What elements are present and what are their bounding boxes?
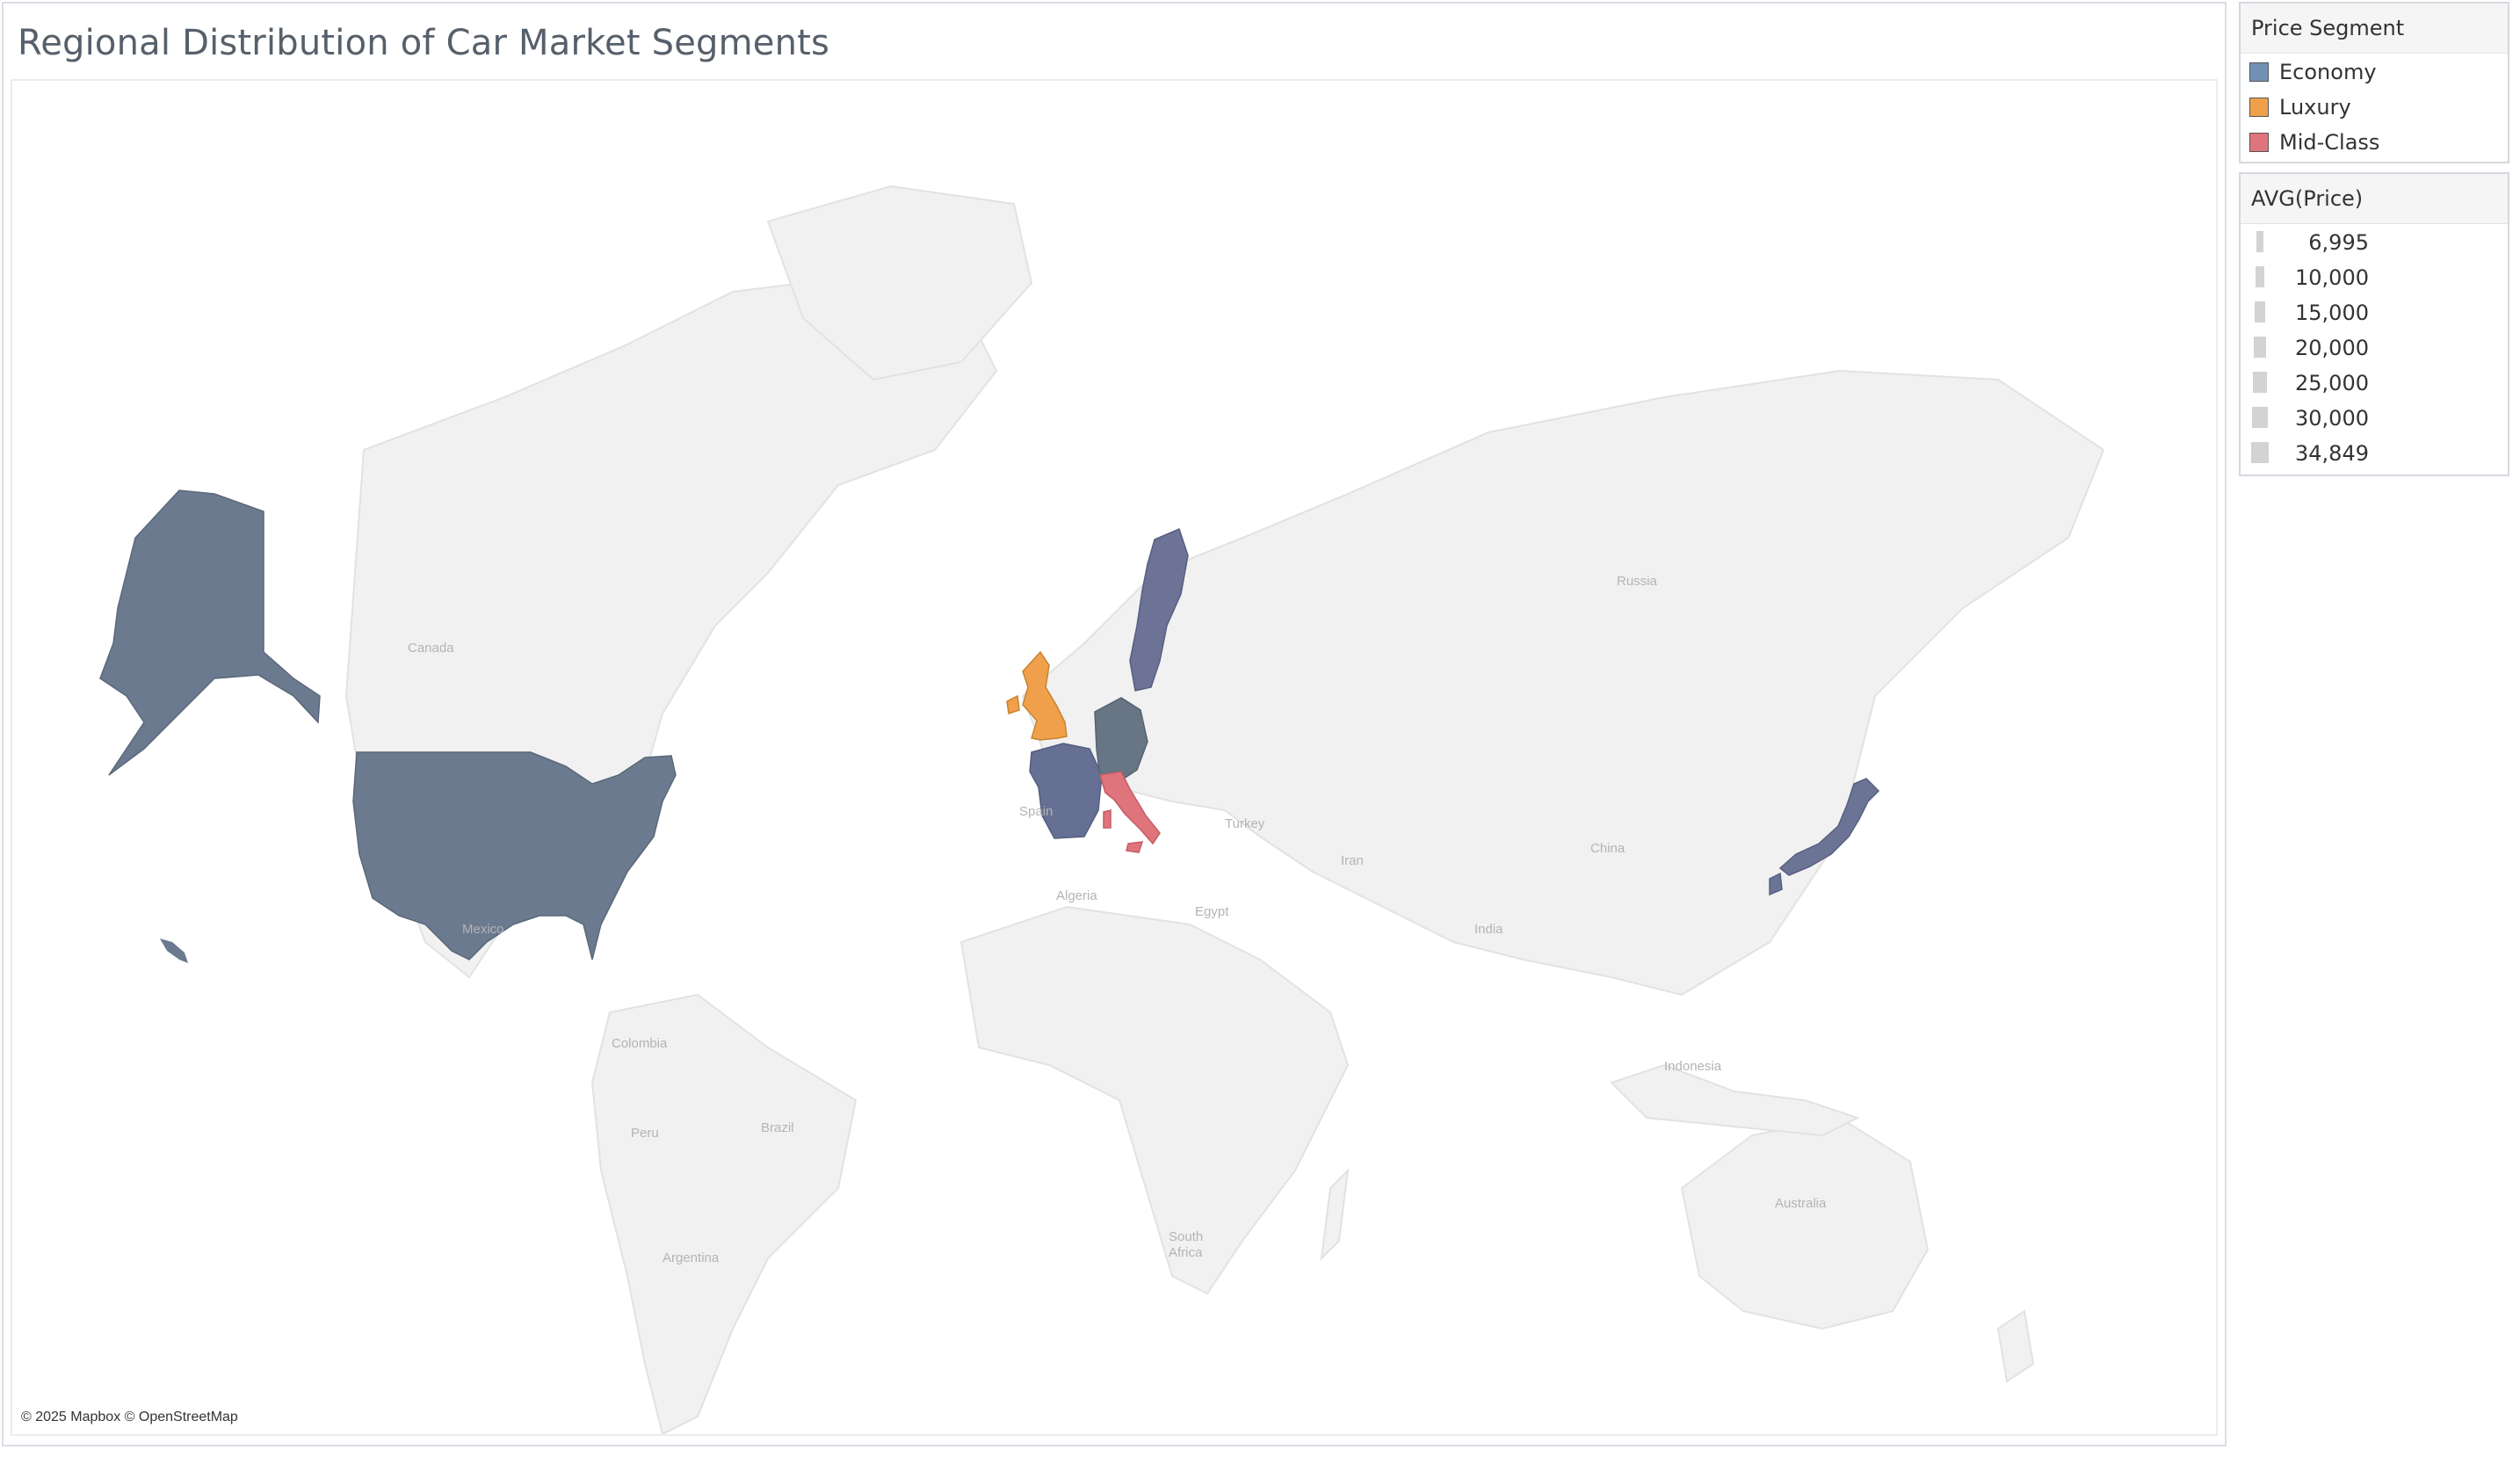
country-italy[interactable] <box>1099 771 1161 845</box>
label-canada: Canada <box>408 641 454 656</box>
label-russia: Russia <box>1617 574 1658 589</box>
size-legend-label: 10,000 <box>2295 265 2369 290</box>
map-attribution[interactable]: © 2025 Mapbox © OpenStreetMap <box>21 1410 238 1424</box>
label-australia: Australia <box>1775 1196 1827 1211</box>
legend-item-economy[interactable]: Economy <box>2241 54 2508 89</box>
country-united-kingdom[interactable] <box>1022 650 1068 741</box>
label-iran: Iran <box>1341 853 1364 868</box>
label-argentina: Argentina <box>663 1250 720 1265</box>
country-united-kingdom-ni[interactable] <box>1006 694 1020 714</box>
size-legend-label: 15,000 <box>2295 301 2369 325</box>
legend-swatch <box>2249 62 2269 82</box>
price-segment-legend: Price Segment Economy Luxury Mid-Class <box>2239 2 2509 163</box>
price-segment-legend-items: Economy Luxury Mid-Class <box>2241 54 2508 159</box>
size-legend-label: 25,000 <box>2295 371 2369 395</box>
size-legend-row[interactable]: 34,849 <box>2241 435 2508 470</box>
size-legend-mark <box>2252 407 2268 428</box>
countries-layer <box>99 489 1880 963</box>
size-legend-label: 30,000 <box>2295 406 2369 431</box>
size-legend-row[interactable]: 25,000 <box>2241 365 2508 400</box>
label-mexico: Mexico <box>462 922 504 937</box>
avg-price-legend: AVG(Price) 6,995 10,000 15,000 20,000 25,000… <box>2239 172 2509 476</box>
country-germany[interactable] <box>1094 697 1148 785</box>
country-italy-sardinia[interactable] <box>1103 809 1112 829</box>
legend-swatch <box>2249 133 2269 152</box>
label-south-africa-line1: South <box>1169 1229 1203 1244</box>
label-peru: Peru <box>631 1126 659 1141</box>
country-united-states-hawaii[interactable] <box>160 939 188 963</box>
country-sweden[interactable] <box>1129 527 1189 692</box>
label-indonesia: Indonesia <box>1664 1059 1722 1074</box>
label-algeria: Algeria <box>1056 888 1097 903</box>
size-legend-mark <box>2254 337 2266 358</box>
legend-item-label: Mid-Class <box>2279 130 2380 155</box>
label-brazil: Brazil <box>761 1120 794 1135</box>
size-legend-mark <box>2255 301 2265 323</box>
label-south-africa-line2: Africa <box>1169 1245 1203 1260</box>
world-map[interactable]: Canada Mexico Colombia Peru Brazil Argen… <box>11 79 2218 1436</box>
map-canvas[interactable]: Canada Mexico Colombia Peru Brazil Argen… <box>12 81 2216 1434</box>
size-legend-mark <box>2256 266 2264 287</box>
legend-item-label: Economy <box>2279 60 2377 84</box>
country-united-states[interactable] <box>352 751 677 960</box>
size-legend-row[interactable]: 30,000 <box>2241 400 2508 435</box>
map-labels: Canada Mexico Colombia Peru Brazil Argen… <box>408 574 1827 1265</box>
size-legend-row[interactable]: 10,000 <box>2241 259 2508 294</box>
size-legend-label: 34,849 <box>2295 441 2369 466</box>
legend-swatch <box>2249 98 2269 117</box>
country-italy-sicily[interactable] <box>1126 841 1144 853</box>
price-segment-legend-title: Price Segment <box>2241 4 2508 54</box>
label-turkey: Turkey <box>1225 816 1265 831</box>
label-china: China <box>1590 841 1626 856</box>
legend-item-label: Luxury <box>2279 95 2351 120</box>
size-legend-row[interactable]: 15,000 <box>2241 294 2508 330</box>
country-united-states-alaska[interactable] <box>99 489 321 776</box>
size-legend-label: 20,000 <box>2295 336 2369 360</box>
legend-item-luxury[interactable]: Luxury <box>2241 89 2508 124</box>
size-legend-row[interactable]: 20,000 <box>2241 330 2508 365</box>
label-egypt: Egypt <box>1195 904 1229 919</box>
label-india: India <box>1474 922 1503 937</box>
country-france[interactable] <box>1029 743 1103 839</box>
avg-price-legend-title: AVG(Price) <box>2241 174 2508 224</box>
country-japan-south[interactable] <box>1769 872 1783 896</box>
size-legend-mark <box>2251 442 2269 463</box>
size-legend-label: 6,995 <box>2308 230 2369 255</box>
label-spain: Spain <box>1019 804 1053 819</box>
country-japan[interactable] <box>1778 778 1880 876</box>
page-title: Regional Distribution of Car Market Segm… <box>18 23 830 63</box>
avg-price-legend-items: 6,995 10,000 15,000 20,000 25,000 30,000 34,84… <box>2241 224 2508 470</box>
size-legend-row[interactable]: 6,995 <box>2241 224 2508 259</box>
size-legend-mark <box>2256 231 2263 252</box>
size-legend-mark <box>2253 372 2267 393</box>
label-colombia: Colombia <box>612 1036 668 1051</box>
legend-item-mid-class[interactable]: Mid-Class <box>2241 124 2508 159</box>
